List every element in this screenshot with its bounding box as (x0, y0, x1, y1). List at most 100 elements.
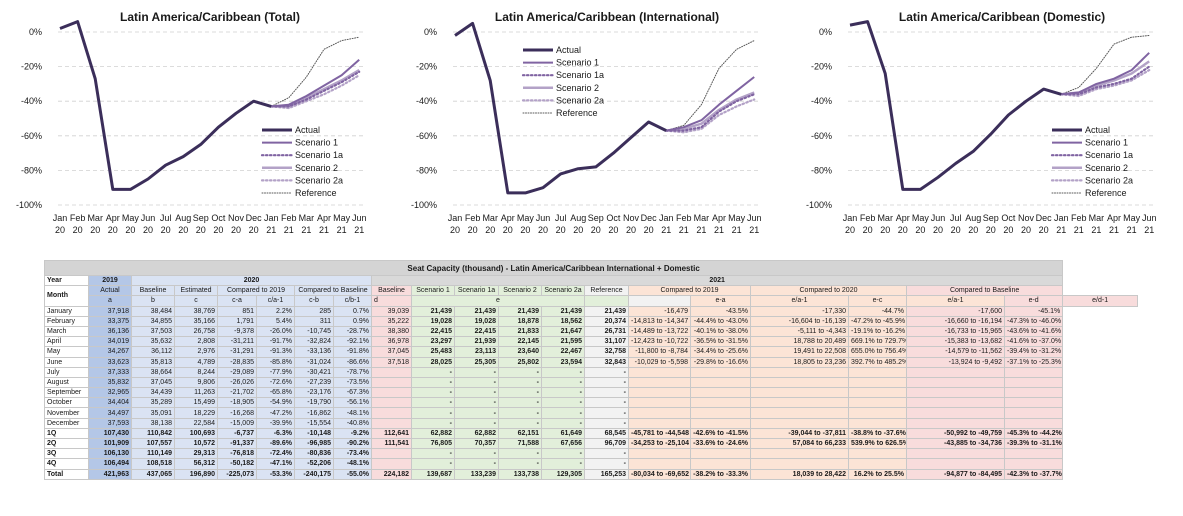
table-cell: 35,632 (131, 336, 175, 348)
x-tick-month: Apr (106, 213, 120, 223)
table-cell: 22,584 (174, 417, 218, 429)
table-cell: - (584, 376, 629, 389)
table-cell: 21,939 (454, 336, 499, 348)
legend-label: Scenario 2a (295, 175, 343, 185)
col-header: Reference (584, 285, 629, 297)
legend-label: Reference (295, 188, 337, 198)
table-cell: 18,562 (541, 315, 585, 327)
col-header: Compared to 2020 (750, 285, 907, 297)
x-tick-month: Nov (1018, 213, 1035, 223)
table-cell: 21,647 (541, 325, 585, 338)
table-cell: 19,028 (411, 315, 455, 327)
x-tick-month: Aug (570, 213, 586, 223)
col-letter: e-c (848, 295, 907, 307)
table-cell: -16,479 (628, 305, 691, 317)
x-tick-month: Jan (1054, 213, 1069, 223)
x-tick-month: Mar (87, 213, 103, 223)
y-tick-label: -40% (416, 96, 437, 106)
table-cell: -73.4% (333, 448, 372, 460)
table-cell: 23,594 (541, 356, 585, 368)
table-cell (371, 448, 412, 460)
table-subheader-row: Month Actual Baseline Estimated Compared… (44, 285, 1138, 307)
table-cell (371, 417, 412, 429)
table-cell: 111,541 (371, 437, 412, 450)
chart-international-svg: Latin America/Caribbean (International) … (411, 10, 762, 235)
x-tick-year: 21 (354, 225, 364, 235)
table-cell: 35,832 (88, 376, 132, 389)
table-cell: 311 (294, 315, 334, 327)
table-cell (690, 448, 751, 460)
table-cell: 38,484 (131, 305, 175, 317)
x-tick-month: May (517, 213, 535, 223)
table-cell: - (454, 407, 499, 419)
y-tick-label: -100% (16, 200, 42, 210)
series-line-actual (849, 20, 1062, 191)
table-cell: - (498, 376, 542, 389)
table-cell: -34.4% to -25.6% (690, 346, 751, 358)
table-cell (690, 417, 751, 429)
chart-title: Latin America/Caribbean (Total) (120, 10, 300, 24)
x-tick-year: 20 (143, 225, 153, 235)
col-letter: c-a (217, 295, 257, 307)
row-label: Total (44, 468, 89, 480)
table-cell: 23,113 (454, 346, 499, 358)
x-tick-year: 20 (968, 225, 978, 235)
table-cell (690, 397, 751, 409)
table-row: October 34,404 35,289 15,499 -18,905 -54.9% -1… (44, 397, 1138, 409)
table-cell: -96,985 (294, 437, 334, 450)
col-letter: c/b-1 (333, 295, 372, 307)
col-header: Compared to 2019 (217, 285, 295, 297)
table-cell: 29,313 (174, 448, 218, 460)
table-cell: -240,175 (294, 468, 334, 480)
x-tick-month: Mar (877, 213, 893, 223)
x-tick-month: Mar (694, 213, 710, 223)
x-tick-month: Apr (1107, 213, 1121, 223)
table-cell: 20,374 (584, 315, 629, 327)
y-tick-label: 0% (29, 27, 42, 37)
table-cell: -47.2% to -45.9% (848, 315, 907, 327)
x-tick-year: 20 (108, 225, 118, 235)
table-cell: -16,604 to -16,139 (750, 315, 849, 327)
x-tick-year: 21 (696, 225, 706, 235)
table-cell: 669.1% to 729.7% (848, 336, 907, 348)
table-cell: - (411, 397, 455, 409)
table-cell (848, 366, 907, 378)
y-tick-label: -100% (806, 200, 832, 210)
table-cell: -33,136 (294, 346, 334, 358)
row-label: December (44, 417, 89, 429)
table-cell: 32,843 (584, 356, 629, 368)
month-header: Month (44, 285, 89, 307)
x-tick-month: Aug (175, 213, 191, 223)
legend-label: Scenario 1 (295, 138, 338, 148)
table-cell: - (454, 366, 499, 378)
table-cell: 34,497 (88, 407, 132, 419)
x-tick-month: Jun (747, 213, 762, 223)
table-cell: 38,138 (131, 417, 175, 429)
table-cell: -45.3% to -44.2% (1003, 427, 1064, 440)
series-line-scenario2a (1060, 68, 1151, 98)
x-tick-month: Jul (160, 213, 172, 223)
x-tick-year: 20 (178, 225, 188, 235)
table-cell: -41.6% to -37.0% (1003, 336, 1064, 348)
x-tick-month: Sep (193, 213, 209, 223)
table-cell (628, 387, 691, 399)
table-title: Seat Capacity (thousand) - Latin America… (43, 260, 1064, 276)
table-cell (848, 407, 907, 419)
table-row: November 34,497 35,091 18,229 -16,268 -47.2% -… (44, 407, 1138, 419)
table-cell (848, 448, 907, 460)
x-tick-month: May (912, 213, 930, 223)
table-cell (906, 448, 1005, 460)
x-tick-month: Feb (676, 213, 692, 223)
x-tick-year: 20 (73, 225, 83, 235)
table-cell: 21,833 (498, 325, 542, 338)
table-cell: -76,818 (217, 448, 257, 460)
row-label: April (44, 336, 89, 348)
table-cell: 21,439 (498, 305, 542, 317)
table-cell: - (454, 397, 499, 409)
x-tick-year: 20 (1021, 225, 1031, 235)
table-cell: -33.6% to -24.6% (690, 437, 751, 450)
table-cell: 285 (294, 305, 334, 317)
table-letter-row: a b c c-a c/a-1 c-b c/b-1 d e e-a e/a-1 … (45, 295, 1138, 307)
y-tick-label: 0% (819, 27, 832, 37)
table-cell: 107,557 (131, 437, 175, 450)
